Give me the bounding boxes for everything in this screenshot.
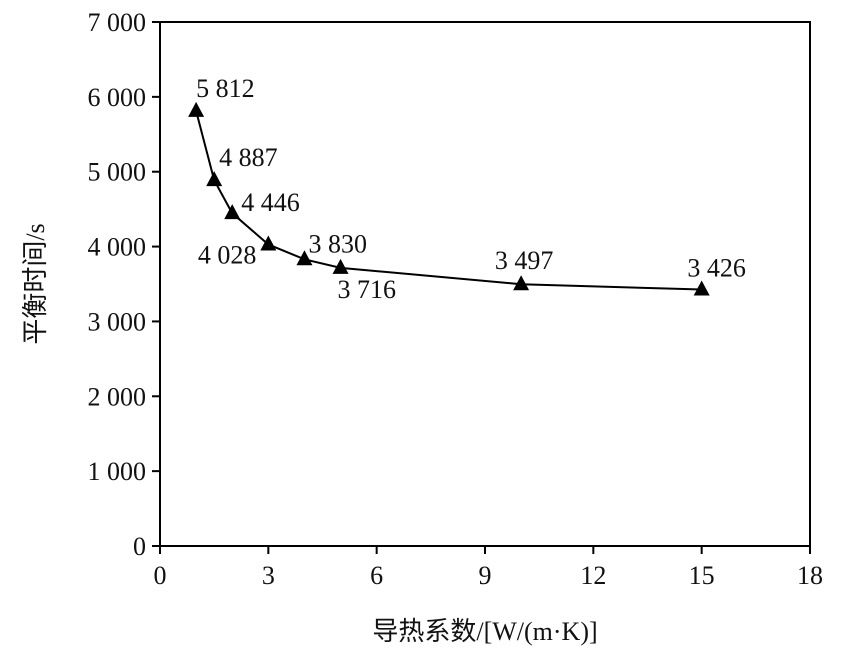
data-point-marker xyxy=(693,280,710,296)
data-markers xyxy=(188,101,710,296)
data-label: 4 887 xyxy=(219,143,278,172)
data-label: 3 716 xyxy=(338,275,397,304)
y-tick-label: 4 000 xyxy=(88,233,147,262)
y-tick-label: 7 000 xyxy=(88,8,147,37)
data-label: 3 497 xyxy=(495,246,554,275)
data-label: 3 426 xyxy=(687,254,746,283)
x-tick-label: 15 xyxy=(689,561,715,590)
x-tick-label: 0 xyxy=(154,561,167,590)
data-point-marker xyxy=(296,250,313,266)
y-tick-label: 1 000 xyxy=(88,457,147,486)
data-label: 4 446 xyxy=(241,188,300,217)
x-tick-label: 18 xyxy=(797,561,823,590)
data-point-marker xyxy=(513,275,530,291)
data-point-marker xyxy=(206,171,223,187)
data-label: 4 028 xyxy=(198,240,257,269)
y-axis-ticks xyxy=(152,21,160,547)
x-tick-label: 3 xyxy=(262,561,275,590)
x-axis-tick-labels: 0 3 6 9 12 15 18 xyxy=(154,561,824,590)
y-axis-title: 平衡时间/s xyxy=(21,223,50,344)
x-tick-label: 9 xyxy=(479,561,492,590)
x-axis-title: 导热系数/[W/(m·K)] xyxy=(372,617,597,646)
data-label: 5 812 xyxy=(196,74,255,103)
data-label: 3 830 xyxy=(308,229,367,258)
x-axis-ticks xyxy=(159,546,811,554)
data-point-marker xyxy=(260,235,277,251)
y-tick-label: 2 000 xyxy=(88,382,147,411)
data-point-marker xyxy=(332,258,349,274)
y-axis-tick-labels: 0 1 000 2 000 3 000 4 000 5 000 6 000 7 000 xyxy=(88,8,147,561)
plot-border xyxy=(159,21,811,547)
y-tick-label: 6 000 xyxy=(88,83,147,112)
y-tick-label: 3 000 xyxy=(88,307,147,336)
x-tick-label: 12 xyxy=(580,561,606,590)
data-labels: 5 812 4 887 4 446 4 028 3 830 3 716 3 497 3 426 xyxy=(196,74,746,304)
x-tick-label: 6 xyxy=(370,561,383,590)
y-tick-label: 0 xyxy=(133,532,146,561)
y-tick-label: 5 000 xyxy=(88,158,147,187)
data-point-marker xyxy=(188,101,205,117)
data-point-marker xyxy=(224,204,241,220)
plot-frame xyxy=(159,21,811,547)
